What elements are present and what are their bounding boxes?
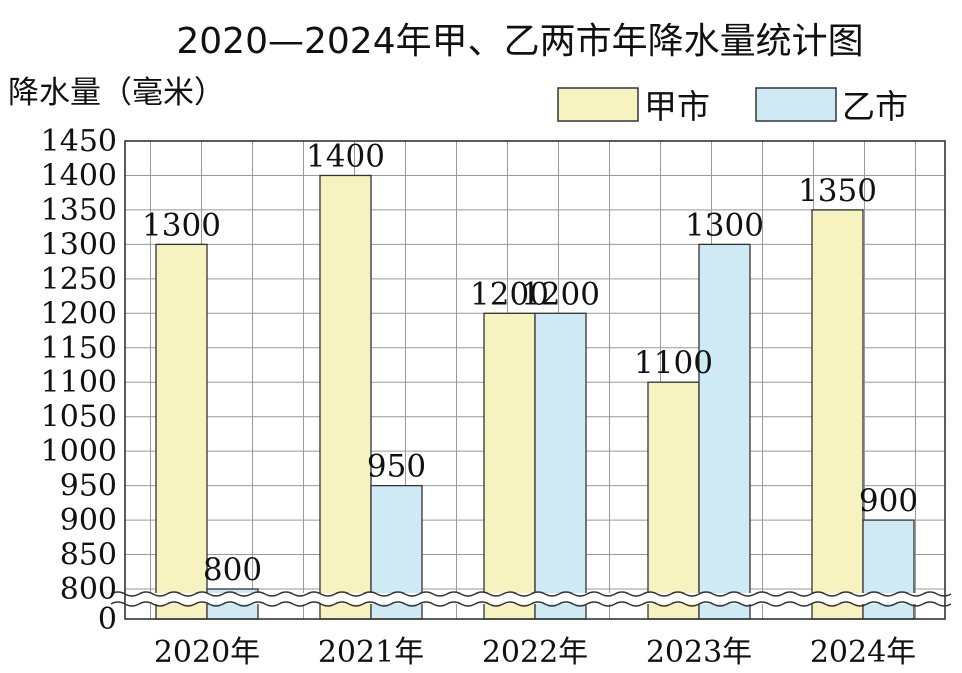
y-tick-label: 1250 bbox=[41, 262, 117, 297]
data-label: 1400 bbox=[306, 138, 385, 174]
bar-a-3 bbox=[647, 381, 700, 620]
data-label: 1200 bbox=[470, 276, 549, 312]
chart-title: 2020—2024年甲、乙两市年降水量统计图 bbox=[176, 21, 863, 62]
x-category-label: 2023年 bbox=[646, 635, 752, 670]
x-category-label: 2022年 bbox=[482, 635, 588, 670]
y-tick-label: 950 bbox=[60, 469, 117, 504]
y-tick-label: 0 bbox=[98, 602, 117, 637]
legend-swatch bbox=[755, 87, 837, 122]
x-category-label: 2020年 bbox=[154, 635, 260, 670]
y-tick-labels: 0800850900950100010501100115012001250130… bbox=[41, 124, 117, 637]
data-label: 900 bbox=[859, 483, 918, 519]
break-line-bottom bbox=[110, 601, 952, 607]
legend: 甲市 乙市 bbox=[557, 87, 908, 126]
bar-a-1 bbox=[319, 174, 372, 620]
y-tick-label: 1150 bbox=[41, 331, 117, 366]
y-tick-label: 1000 bbox=[41, 434, 117, 469]
y-tick-label: 1050 bbox=[41, 400, 117, 435]
legend-label: 甲市 bbox=[644, 87, 710, 126]
x-category-label: 2024年 bbox=[810, 635, 916, 670]
bar-a-0 bbox=[155, 243, 208, 620]
y-axis-label: 降水量（毫米） bbox=[8, 75, 225, 111]
break-band bbox=[111, 593, 951, 604]
y-tick-label: 1100 bbox=[41, 365, 117, 400]
legend-swatch bbox=[557, 87, 639, 122]
plot-frame bbox=[124, 140, 946, 620]
y-tick-label: 1300 bbox=[41, 227, 117, 262]
break-line-top bbox=[110, 591, 952, 597]
x-category-labels: 2020年 2021年 2022年 2023年 2024年 bbox=[154, 635, 916, 670]
data-label: 1300 bbox=[685, 207, 764, 243]
data-label: 1350 bbox=[798, 173, 877, 209]
y-tick-label: 800 bbox=[60, 572, 117, 607]
data-label: 800 bbox=[203, 552, 262, 588]
bars bbox=[155, 174, 915, 620]
data-label: 1100 bbox=[634, 345, 713, 381]
bar-a-4 bbox=[811, 209, 864, 620]
x-category-label: 2021年 bbox=[318, 635, 424, 670]
y-tick-label: 1200 bbox=[41, 296, 117, 331]
bar-b-4 bbox=[862, 519, 915, 620]
data-label: 1300 bbox=[142, 207, 221, 243]
bar-a-2 bbox=[483, 312, 536, 620]
bar-b-3 bbox=[698, 243, 751, 620]
axis-break bbox=[110, 591, 952, 607]
data-label: 1200 bbox=[521, 276, 600, 312]
y-tick-label: 1400 bbox=[41, 158, 117, 193]
bar-b-2 bbox=[534, 312, 587, 620]
y-tick-label: 1450 bbox=[41, 124, 117, 159]
legend-label: 乙市 bbox=[842, 87, 908, 126]
y-tick-label: 900 bbox=[60, 503, 117, 538]
data-label: 950 bbox=[367, 449, 426, 485]
y-tick-label: 850 bbox=[60, 538, 117, 573]
y-tick-label: 1350 bbox=[41, 193, 117, 228]
